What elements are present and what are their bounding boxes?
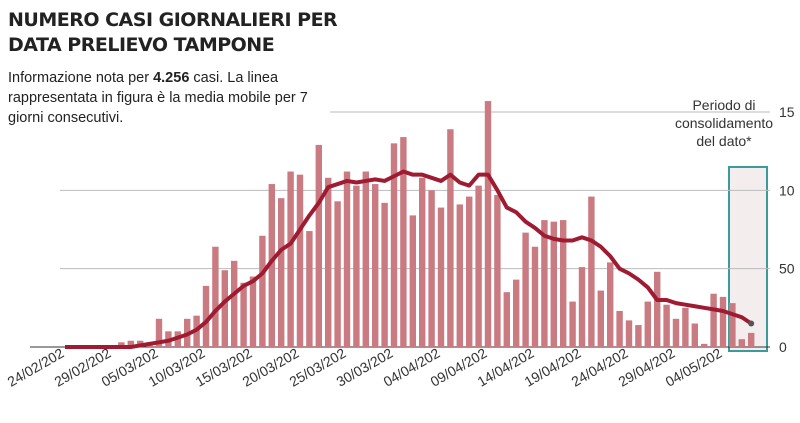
annotation: Periodo di [692, 97, 755, 113]
annotation: consolidamento [675, 115, 773, 131]
bar [513, 279, 520, 347]
bar [475, 185, 482, 347]
bar [259, 235, 266, 347]
bar [616, 310, 623, 347]
bar [691, 323, 698, 347]
y-tick-label: 10 [779, 182, 795, 198]
bar [118, 342, 125, 347]
bar [249, 276, 257, 347]
bar [353, 185, 360, 347]
bar [635, 325, 642, 347]
subtitle: Informazione nota per 4.256 casi. La lin… [8, 68, 328, 128]
y-tick-label: 50 [779, 261, 795, 277]
bar [400, 137, 407, 347]
bar [522, 232, 529, 347]
subtitle-text: Informazione nota per [8, 70, 150, 86]
bar [644, 301, 651, 347]
bar [362, 171, 369, 347]
bar [569, 301, 576, 347]
bar [719, 296, 727, 347]
bar [663, 304, 670, 347]
bar [654, 271, 661, 347]
bar [240, 282, 247, 347]
bar [419, 177, 426, 347]
annotation: del dato* [696, 133, 752, 149]
bar [231, 260, 238, 347]
line-end [748, 320, 755, 327]
bar [597, 290, 604, 347]
bar [212, 246, 219, 347]
bar [588, 196, 595, 347]
bar [503, 292, 510, 347]
bar [343, 171, 351, 347]
bar [221, 270, 228, 347]
bar [381, 202, 388, 347]
bar [672, 318, 680, 347]
bar [447, 129, 454, 347]
bar [334, 201, 341, 347]
bar [306, 231, 313, 347]
bar [531, 246, 539, 347]
y-tick-label: 0 [779, 339, 787, 355]
bar [372, 184, 379, 347]
bar [550, 221, 557, 347]
bar [494, 195, 501, 347]
bar [682, 307, 689, 347]
bar [390, 143, 398, 347]
bar [325, 177, 332, 347]
y-tick-label: 15 [779, 104, 795, 120]
bar [268, 184, 275, 347]
subtitle-count: 4.256 [153, 70, 190, 86]
bar [409, 215, 416, 347]
bar [127, 340, 134, 347]
bar [625, 320, 633, 347]
bar [296, 174, 304, 347]
bar [607, 262, 614, 347]
bar [466, 196, 473, 347]
bar [560, 220, 567, 347]
moving-average-line [65, 169, 753, 349]
chart-title: NUMERO CASI GIORNALIERI PER DATA PRELIEV… [8, 9, 338, 56]
bar [484, 101, 492, 348]
bar [748, 332, 755, 347]
bar [437, 207, 445, 347]
bar [202, 285, 210, 347]
bar [287, 171, 294, 347]
subtitle-text: casi. La linea rappresentata in figura è… [8, 70, 308, 126]
bar [428, 190, 435, 347]
bar [578, 267, 586, 347]
bar [729, 303, 736, 347]
bar [278, 198, 285, 347]
bar [710, 293, 717, 347]
bar [738, 339, 745, 347]
bar [701, 343, 708, 347]
bar [541, 220, 548, 347]
bar [155, 318, 163, 347]
bar [315, 144, 322, 347]
bar [456, 204, 463, 347]
